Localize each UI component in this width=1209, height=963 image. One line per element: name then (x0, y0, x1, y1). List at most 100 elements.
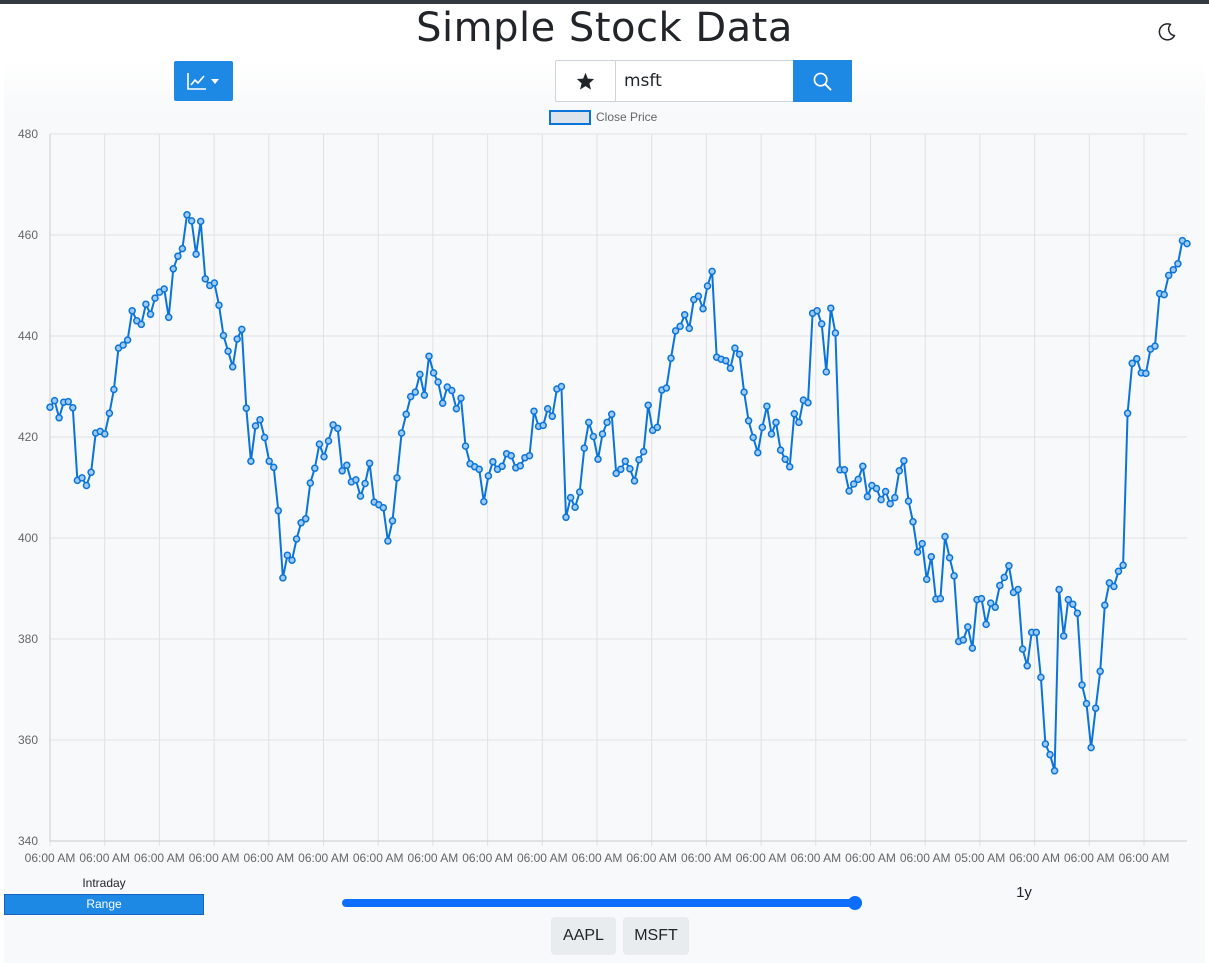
data-point (854, 475, 862, 484)
data-point (123, 336, 132, 344)
data-point (671, 327, 680, 335)
quick-symbol-aapl-button[interactable]: AAPL (551, 917, 616, 955)
data-point (964, 623, 972, 631)
x-tick-label: 06:00 AM (243, 851, 294, 865)
data-point (909, 518, 917, 526)
data-point (169, 265, 178, 273)
data-point (941, 532, 949, 541)
range-toggle-button[interactable]: Range (4, 894, 204, 915)
data-point (621, 457, 630, 465)
data-point (110, 385, 118, 394)
data-point (215, 301, 223, 309)
data-point (1096, 667, 1104, 676)
search-button[interactable] (793, 60, 852, 102)
data-point (279, 574, 287, 582)
data-point (452, 404, 461, 413)
x-tick-label: 06:00 AM (572, 851, 623, 865)
data-point (763, 402, 771, 410)
y-tick-label: 360 (18, 733, 38, 747)
data-point (991, 603, 999, 611)
data-point (781, 455, 789, 463)
data-point (361, 479, 369, 488)
data-point (356, 492, 365, 500)
x-tick-label: 06:00 AM (25, 851, 76, 865)
data-point (78, 474, 86, 482)
data-point (192, 250, 200, 258)
data-point (1110, 582, 1118, 591)
data-point (886, 499, 894, 508)
data-point (1050, 767, 1059, 775)
data-point (1078, 681, 1086, 689)
data-point (827, 304, 835, 312)
chart-type-dropdown-button[interactable] (174, 61, 233, 101)
data-point (575, 488, 584, 496)
data-point (201, 275, 210, 283)
data-point (699, 304, 707, 313)
y-tick-label: 440 (18, 329, 38, 343)
chevron-down-icon (211, 79, 219, 84)
data-point (82, 481, 91, 490)
data-point (1059, 632, 1068, 640)
data-point (438, 399, 447, 407)
range-slider-thumb[interactable] (848, 896, 862, 910)
data-point (288, 556, 296, 564)
range-slider[interactable] (342, 899, 862, 907)
data-point (703, 282, 712, 290)
data-point (64, 397, 73, 406)
favorite-button[interactable] (556, 61, 616, 101)
data-point (731, 344, 739, 352)
y-tick-label: 480 (18, 127, 38, 141)
chart-legend: Close Price (549, 110, 658, 125)
data-point (429, 369, 438, 377)
data-point (580, 444, 589, 452)
search-input[interactable] (616, 61, 792, 101)
data-point (772, 418, 780, 427)
y-axis: 480 460 440 420 400 380 360 340 (18, 127, 38, 848)
x-tick-label: 06:00 AM (517, 851, 568, 865)
data-point (119, 341, 127, 349)
data-point (1069, 600, 1077, 608)
data-point (630, 477, 639, 485)
data-point (1005, 562, 1013, 570)
y-tick-label: 400 (18, 531, 38, 545)
data-point (922, 575, 931, 584)
data-point (913, 548, 922, 556)
data-point (653, 423, 662, 432)
x-axis: 06:00 AM 06:00 AM 06:00 AM 06:00 AM 06:00 AM… (25, 851, 1170, 865)
data-point (228, 363, 237, 371)
legend-swatch (549, 110, 591, 125)
range-value: 1y (1016, 884, 1032, 901)
data-point (585, 418, 593, 427)
data-point (1023, 662, 1031, 670)
data-point (543, 404, 552, 413)
data-point (196, 217, 205, 226)
x-tick-label: 06:00 AM (408, 851, 459, 865)
data-point (1087, 743, 1095, 752)
data-point (1123, 409, 1132, 418)
x-tick-label: 05:00 AM (955, 851, 1006, 865)
x-tick-label: 06:00 AM (189, 851, 240, 865)
data-point (758, 423, 767, 432)
data-point (895, 467, 904, 475)
y-tick-label: 340 (18, 834, 38, 848)
data-point (315, 440, 324, 448)
data-point (557, 382, 566, 391)
y-tick-label: 460 (18, 228, 38, 242)
data-point (840, 466, 849, 474)
x-tick-label: 06:00 AM (845, 851, 896, 865)
data-point (178, 244, 187, 253)
quick-symbol-msft-button[interactable]: MSFT (623, 917, 689, 955)
x-tick-label: 06:00 AM (1009, 851, 1060, 865)
x-tick-label: 06:00 AM (134, 851, 185, 865)
page-title: Simple Stock Data (416, 5, 793, 51)
data-point (849, 480, 858, 488)
y-tick-label: 380 (18, 632, 38, 646)
data-point (548, 412, 557, 421)
data-point (936, 594, 945, 603)
theme-toggle-button[interactable] (1155, 20, 1179, 44)
data-point (498, 462, 506, 471)
data-point (46, 403, 54, 411)
data-point (1169, 266, 1178, 274)
data-point (402, 410, 410, 419)
data-point (986, 599, 995, 607)
